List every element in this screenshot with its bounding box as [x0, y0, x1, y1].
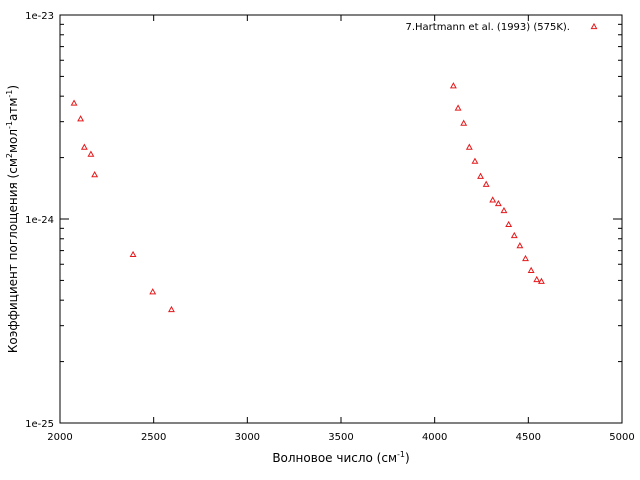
data-point [482, 180, 490, 187]
x-axis-title-main: Волновое число (см [272, 451, 397, 465]
data-point [527, 266, 535, 273]
data-point [510, 231, 518, 239]
data-point [500, 206, 508, 214]
x-tick-label: 4500 [516, 432, 541, 443]
data-point [454, 104, 462, 111]
data-point [489, 196, 497, 203]
data-point [80, 143, 88, 150]
legend: 7.Hartmann et al. (1993) (575K). [405, 22, 598, 33]
y-axis-title-part: ) [6, 85, 20, 90]
y-tick-label: 1e-24 [25, 215, 54, 226]
x-axis-title-close: ) [405, 451, 410, 465]
x-axis-title-sup: -1 [397, 450, 405, 459]
data-point [87, 150, 95, 157]
y-axis-title-sup: -1 [5, 121, 14, 129]
x-tick-label: 2000 [47, 432, 72, 443]
y-axis-title-sup: 2 [5, 153, 14, 158]
data-point [516, 242, 524, 249]
y-axis-title-part: Коэффициент поглощения (см [6, 158, 20, 353]
data-point [77, 115, 85, 122]
data-point [494, 199, 502, 207]
x-axis-title: Волновое число (см-1) [272, 450, 409, 465]
x-tick-label: 4000 [422, 432, 447, 443]
data-point [168, 305, 175, 313]
data-point [537, 277, 545, 284]
y-tick-label: 1e-23 [25, 11, 54, 22]
points-layer [70, 82, 545, 313]
data-point [533, 275, 541, 283]
x-tick-label: 2500 [141, 432, 166, 443]
data-point [449, 82, 457, 89]
y-axis-title-part: атм [6, 98, 20, 121]
data-point [129, 250, 137, 258]
x-tick-label: 3000 [235, 432, 260, 443]
legend-marker-icon [590, 22, 598, 30]
x-tick-label: 5000 [609, 432, 634, 443]
data-point [522, 254, 529, 262]
y-axis-title-part: мол [6, 129, 20, 153]
y-tick-label: 1e-25 [25, 419, 54, 430]
data-point [477, 172, 485, 179]
data-point [149, 288, 157, 295]
x-tick-label: 3500 [328, 432, 353, 443]
y-axis-title: Коэффициент поглощения (см2мол-1атм-1) [5, 85, 20, 353]
data-point [70, 99, 78, 106]
data-point [505, 220, 513, 228]
data-point [465, 143, 473, 150]
y-axis-title-sup: -1 [5, 90, 14, 98]
data-point [460, 119, 468, 126]
data-point [471, 157, 479, 164]
plot-frame [59, 14, 623, 424]
legend-label: 7.Hartmann et al. (1993) (575K). [405, 22, 570, 33]
data-point [91, 171, 99, 178]
